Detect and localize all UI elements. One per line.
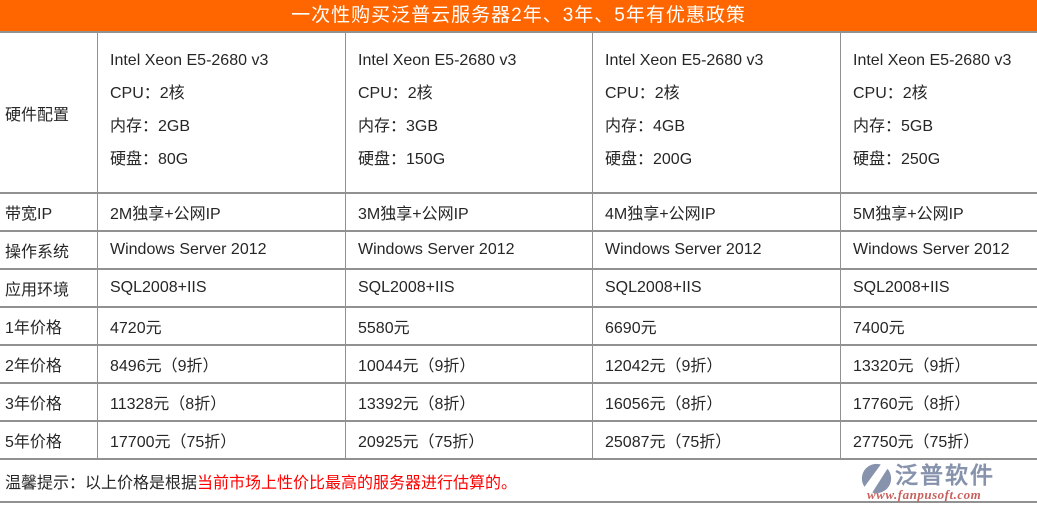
hardware-cpu-cores: CPU：2核 [110, 85, 185, 102]
price-5y-cell-plan2: 20925元（75折） [345, 422, 592, 460]
price-1y-cell-plan4: 7400元 [840, 308, 1037, 346]
row-label-bandwidth: 带宽IP [0, 194, 97, 232]
footer-note-row: 温馨提示：以上价格是根据当前市场上性价比最高的服务器进行估算的。 泛普软件 ww… [0, 460, 1037, 503]
price-2y-cell-plan4: 13320元（9折） [840, 346, 1037, 384]
fanpu-logo-name: 泛普软件 [895, 462, 995, 488]
footer-note-highlight: 当前市场上性价比最高的服务器进行估算的。 [197, 474, 518, 492]
hardware-memory: 内存：4GB [605, 118, 686, 135]
promo-banner: 一次性购买泛普云服务器2年、3年、5年有优惠政策 [0, 0, 1037, 33]
row-label-price-5y: 5年价格 [0, 422, 97, 460]
bandwidth-cell-plan4: 5M独享+公网IP [840, 194, 1037, 232]
price-2y-cell-plan2: 10044元（9折） [345, 346, 592, 384]
fanpu-logo: 泛普软件 www.fanpusoft.com [861, 462, 1031, 502]
price-1y-cell-plan2: 5580元 [345, 308, 592, 346]
row-label-price-3y: 3年价格 [0, 384, 97, 422]
os-cell-plan3: Windows Server 2012 [592, 232, 840, 270]
hardware-cpu-cores: CPU：2核 [605, 85, 680, 102]
price-2y-cell-plan1: 8496元（9折） [97, 346, 345, 384]
env-cell-plan4: SQL2008+IIS [840, 270, 1037, 308]
row-label-os: 操作系统 [0, 232, 97, 270]
os-cell-plan4: Windows Server 2012 [840, 232, 1037, 270]
price-1y-cell-plan3: 6690元 [592, 308, 840, 346]
price-5y-cell-plan1: 17700元（75折） [97, 422, 345, 460]
promo-banner-title: 一次性购买泛普云服务器2年、3年、5年有优惠政策 [291, 5, 746, 26]
price-1y-cell-plan1: 4720元 [97, 308, 345, 346]
hardware-cpu-model: Intel Xeon E5-2680 v3 [853, 52, 1012, 69]
fanpu-circle-swoosh-icon [861, 463, 892, 494]
env-cell-plan1: SQL2008+IIS [97, 270, 345, 308]
hardware-cpu-cores: CPU：2核 [358, 85, 433, 102]
price-3y-cell-plan2: 13392元（8折） [345, 384, 592, 422]
hardware-cpu-model: Intel Xeon E5-2680 v3 [110, 52, 269, 69]
hardware-cell-plan2: Intel Xeon E5-2680 v3 CPU：2核 内存：3GB 硬盘：1… [345, 33, 592, 194]
pricing-table: 硬件配置 Intel Xeon E5-2680 v3 CPU：2核 内存：2GB… [0, 33, 1037, 460]
hardware-memory: 内存：3GB [358, 118, 439, 135]
footer-note-prefix: 温馨提示：以上价格是根据 [5, 474, 198, 492]
row-label-price-1y: 1年价格 [0, 308, 97, 346]
hardware-cpu-model: Intel Xeon E5-2680 v3 [605, 52, 764, 69]
hardware-disk: 硬盘：250G [853, 151, 941, 168]
hardware-cell-plan4: Intel Xeon E5-2680 v3 CPU：2核 内存：5GB 硬盘：2… [840, 33, 1037, 194]
env-cell-plan2: SQL2008+IIS [345, 270, 592, 308]
bandwidth-cell-plan3: 4M独享+公网IP [592, 194, 840, 232]
row-label-price-2y: 2年价格 [0, 346, 97, 384]
hardware-disk: 硬盘：150G [358, 151, 446, 168]
footer-note: 温馨提示：以上价格是根据当前市场上性价比最高的服务器进行估算的。 [5, 469, 517, 493]
hardware-memory: 内存：2GB [110, 118, 191, 135]
price-3y-cell-plan1: 11328元（8折） [97, 384, 345, 422]
row-label-hardware: 硬件配置 [0, 33, 97, 194]
price-2y-cell-plan3: 12042元（9折） [592, 346, 840, 384]
os-cell-plan2: Windows Server 2012 [345, 232, 592, 270]
env-cell-plan3: SQL2008+IIS [592, 270, 840, 308]
price-5y-cell-plan3: 25087元（75折） [592, 422, 840, 460]
hardware-cell-plan1: Intel Xeon E5-2680 v3 CPU：2核 内存：2GB 硬盘：8… [97, 33, 345, 194]
os-cell-plan1: Windows Server 2012 [97, 232, 345, 270]
bandwidth-cell-plan1: 2M独享+公网IP [97, 194, 345, 232]
fanpu-logo-url: www.fanpusoft.com [867, 487, 982, 502]
hardware-cpu-model: Intel Xeon E5-2680 v3 [358, 52, 517, 69]
row-label-environment: 应用环境 [0, 270, 97, 308]
hardware-cell-plan3: Intel Xeon E5-2680 v3 CPU：2核 内存：4GB 硬盘：2… [592, 33, 840, 194]
hardware-memory: 内存：5GB [853, 118, 934, 135]
price-3y-cell-plan3: 16056元（8折） [592, 384, 840, 422]
hardware-cpu-cores: CPU：2核 [853, 85, 928, 102]
price-5y-cell-plan4: 27750元（75折） [840, 422, 1037, 460]
price-3y-cell-plan4: 17760元（8折） [840, 384, 1037, 422]
bandwidth-cell-plan2: 3M独享+公网IP [345, 194, 592, 232]
hardware-disk: 硬盘：200G [605, 151, 693, 168]
hardware-disk: 硬盘：80G [110, 151, 189, 168]
